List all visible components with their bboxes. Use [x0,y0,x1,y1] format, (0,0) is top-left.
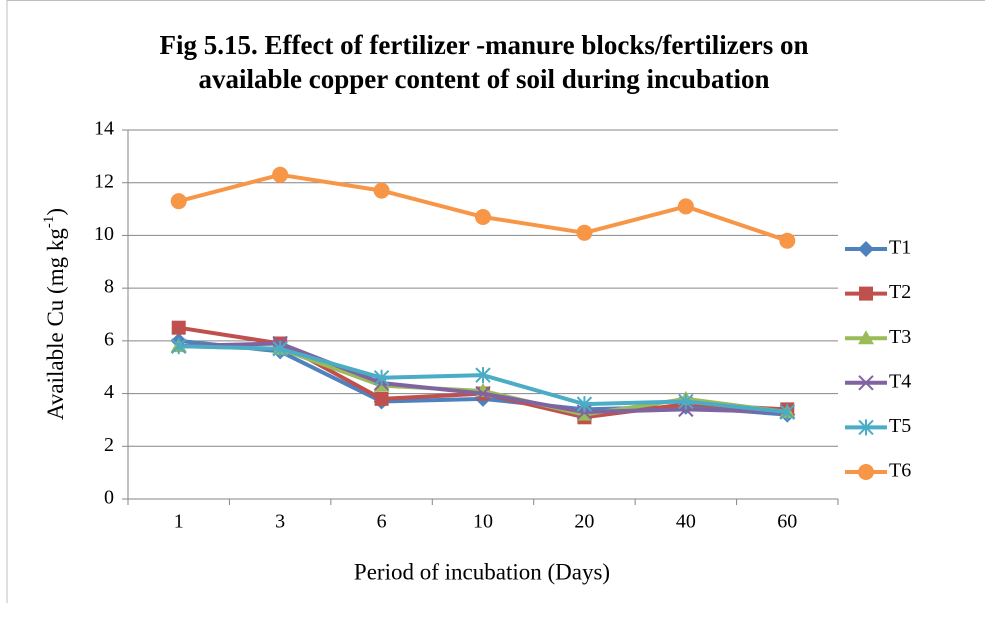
marker [374,391,389,406]
chart-title: available copper content of soil during … [198,64,769,94]
x-tick-label: 10 [473,511,493,533]
marker [858,375,874,391]
legend-label: T3 [889,326,911,348]
y-axis-label-sup: -1 [41,216,57,229]
marker [272,340,288,357]
y-tick-label: 0 [104,487,114,509]
marker [170,193,187,210]
marker [858,330,874,345]
marker [576,396,593,413]
y-tick-label: 4 [104,381,114,403]
marker [858,419,874,436]
series [170,166,796,249]
y-tick-label: 2 [104,434,114,456]
marker [373,369,390,386]
y-tick-label: 14 [94,118,114,140]
marker [475,208,491,225]
y-tick-label: 12 [94,170,114,192]
marker [678,393,694,410]
y-tick-label: 10 [94,223,114,245]
marker [272,166,289,183]
y-axis-label-text: Available Cu (mg kg [43,228,68,420]
marker [171,338,187,355]
marker [373,182,390,199]
legend-label: T6 [889,460,911,482]
x-tick-label: 60 [777,511,797,533]
legend-label: T5 [889,415,911,437]
y-tick-label: 8 [104,276,114,298]
marker [475,385,491,402]
marker [859,286,873,301]
legend-label: T2 [889,281,911,303]
x-axis-label: Period of incubation (Days) [354,559,610,584]
x-tick-label: 1 [174,511,184,533]
x-tick-label: 40 [676,511,696,533]
y-axis-label-end: ) [43,208,68,216]
marker [171,320,186,335]
legend-label: T1 [889,237,911,259]
y-tick-label: 6 [104,328,114,350]
x-tick-label: 6 [377,511,387,533]
marker [779,232,796,249]
marker [858,241,874,257]
marker [576,224,593,241]
marker [677,198,694,215]
marker [858,464,874,480]
marker [779,404,795,421]
x-tick-label: 3 [275,511,285,533]
y-axis-label: Available Cu (mg kg-1) [41,208,68,420]
x-tick-label: 20 [574,511,594,533]
marker [475,367,491,384]
series-line [178,172,788,243]
legend-label: T4 [889,370,911,392]
series [171,338,795,421]
chart-title: Fig 5.15. Effect of fertilizer -manure b… [159,30,808,60]
